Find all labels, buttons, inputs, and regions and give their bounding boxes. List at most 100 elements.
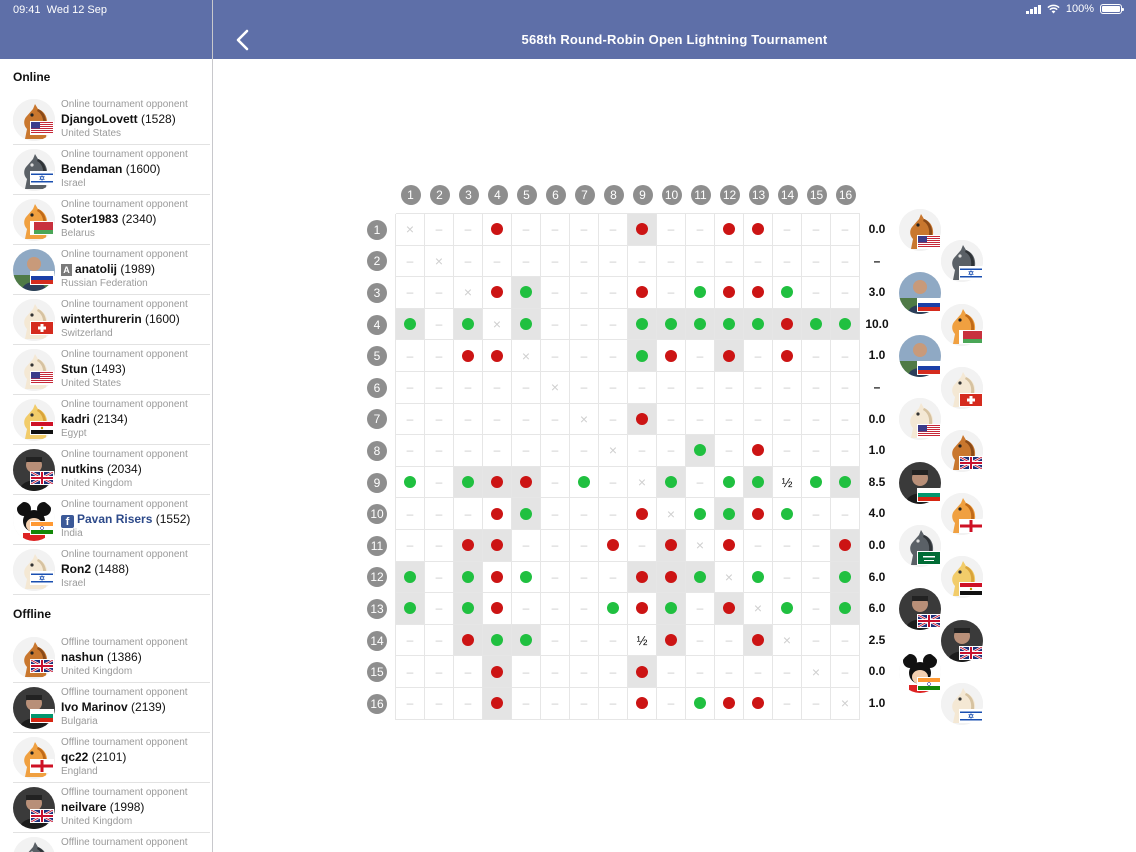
- not-played-cell[interactable]: –: [657, 656, 686, 688]
- not-played-cell[interactable]: –: [512, 435, 541, 467]
- not-played-cell[interactable]: –: [512, 530, 541, 562]
- not-played-cell[interactable]: –: [396, 688, 425, 720]
- result-win-cell[interactable]: [454, 308, 483, 341]
- not-played-cell[interactable]: –: [744, 656, 773, 688]
- not-played-cell[interactable]: –: [599, 688, 628, 720]
- result-win-cell[interactable]: [744, 561, 773, 594]
- not-played-cell[interactable]: –: [802, 530, 831, 562]
- result-loss-cell[interactable]: [483, 530, 512, 562]
- not-played-cell[interactable]: –: [483, 372, 512, 404]
- result-win-cell[interactable]: [396, 466, 425, 499]
- result-win-cell[interactable]: [831, 593, 860, 625]
- not-played-cell[interactable]: –: [396, 624, 425, 657]
- not-played-cell[interactable]: –: [599, 214, 628, 246]
- result-loss-cell[interactable]: [512, 466, 541, 499]
- online-player-row[interactable]: Online tournament opponent f Pavan Risers …: [0, 495, 212, 545]
- not-played-cell[interactable]: –: [454, 688, 483, 720]
- not-played-cell[interactable]: –: [657, 214, 686, 246]
- not-played-cell[interactable]: –: [802, 561, 831, 594]
- not-played-cell[interactable]: –: [425, 435, 454, 467]
- result-loss-cell[interactable]: [628, 403, 657, 436]
- not-played-cell[interactable]: –: [570, 308, 599, 341]
- result-loss-cell[interactable]: [483, 561, 512, 594]
- not-played-cell[interactable]: –: [541, 593, 570, 625]
- result-loss-cell[interactable]: [628, 688, 657, 720]
- offline-player-row[interactable]: Offline tournament opponent neilvare (199…: [0, 783, 212, 833]
- result-win-cell[interactable]: [512, 561, 541, 594]
- result-win-cell[interactable]: [396, 308, 425, 341]
- not-played-cell[interactable]: –: [541, 245, 570, 278]
- not-played-cell[interactable]: –: [570, 561, 599, 594]
- result-win-cell[interactable]: [454, 593, 483, 625]
- not-played-cell[interactable]: –: [570, 340, 599, 372]
- not-played-cell[interactable]: –: [512, 688, 541, 720]
- result-loss-cell[interactable]: [628, 498, 657, 530]
- not-played-cell[interactable]: –: [454, 245, 483, 278]
- not-played-cell[interactable]: –: [599, 656, 628, 688]
- result-loss-cell[interactable]: [628, 593, 657, 625]
- not-played-cell[interactable]: –: [599, 340, 628, 372]
- result-win-cell[interactable]: [802, 308, 831, 341]
- result-loss-cell[interactable]: [773, 308, 802, 341]
- not-played-cell[interactable]: –: [773, 403, 802, 436]
- not-played-cell[interactable]: –: [715, 624, 744, 657]
- not-played-cell[interactable]: –: [773, 372, 802, 404]
- result-loss-cell[interactable]: [454, 340, 483, 372]
- result-win-cell[interactable]: [628, 308, 657, 341]
- result-win-cell[interactable]: [744, 466, 773, 499]
- not-played-cell[interactable]: –: [802, 435, 831, 467]
- not-played-cell[interactable]: –: [541, 466, 570, 499]
- online-player-row[interactable]: Online tournament opponent winterthurerin…: [0, 295, 212, 345]
- not-played-cell[interactable]: –: [541, 561, 570, 594]
- result-win-cell[interactable]: [686, 498, 715, 530]
- not-played-cell[interactable]: –: [425, 624, 454, 657]
- not-played-cell[interactable]: –: [686, 372, 715, 404]
- not-played-cell[interactable]: –: [599, 403, 628, 436]
- not-played-cell[interactable]: –: [657, 372, 686, 404]
- result-draw-cell[interactable]: ½: [773, 466, 802, 499]
- not-played-cell[interactable]: –: [425, 372, 454, 404]
- not-played-cell[interactable]: –: [802, 340, 831, 372]
- not-played-cell[interactable]: –: [773, 214, 802, 246]
- not-played-cell[interactable]: –: [454, 372, 483, 404]
- result-loss-cell[interactable]: [715, 688, 744, 720]
- result-win-cell[interactable]: [512, 308, 541, 341]
- not-played-cell[interactable]: –: [425, 561, 454, 594]
- not-played-cell[interactable]: –: [599, 308, 628, 341]
- not-played-cell[interactable]: –: [425, 340, 454, 372]
- not-played-cell[interactable]: –: [657, 435, 686, 467]
- not-played-cell[interactable]: –: [657, 245, 686, 278]
- result-win-cell[interactable]: [831, 561, 860, 594]
- not-played-cell[interactable]: –: [425, 403, 454, 436]
- not-played-cell[interactable]: –: [396, 277, 425, 309]
- result-loss-cell[interactable]: [628, 277, 657, 309]
- not-played-cell[interactable]: –: [686, 214, 715, 246]
- result-win-cell[interactable]: [512, 624, 541, 657]
- result-loss-cell[interactable]: [483, 214, 512, 246]
- result-loss-cell[interactable]: [744, 277, 773, 309]
- result-win-cell[interactable]: [686, 308, 715, 341]
- not-played-cell[interactable]: –: [541, 340, 570, 372]
- result-loss-cell[interactable]: [657, 340, 686, 372]
- not-played-cell[interactable]: –: [541, 214, 570, 246]
- not-played-cell[interactable]: –: [512, 245, 541, 278]
- not-played-cell[interactable]: –: [802, 624, 831, 657]
- online-player-row[interactable]: Online tournament opponent nutkins (2034)…: [0, 445, 212, 495]
- not-played-cell[interactable]: –: [512, 656, 541, 688]
- not-played-cell[interactable]: –: [512, 403, 541, 436]
- row-player-avatar[interactable]: [941, 682, 983, 725]
- not-played-cell[interactable]: –: [454, 403, 483, 436]
- result-win-cell[interactable]: [657, 308, 686, 341]
- not-played-cell[interactable]: –: [454, 656, 483, 688]
- not-played-cell[interactable]: –: [686, 245, 715, 278]
- result-win-cell[interactable]: [628, 340, 657, 372]
- not-played-cell[interactable]: –: [831, 245, 860, 278]
- result-loss-cell[interactable]: [744, 214, 773, 246]
- not-played-cell[interactable]: –: [744, 245, 773, 278]
- result-loss-cell[interactable]: [454, 624, 483, 657]
- result-loss-cell[interactable]: [715, 277, 744, 309]
- not-played-cell[interactable]: –: [396, 372, 425, 404]
- not-played-cell[interactable]: –: [802, 593, 831, 625]
- result-loss-cell[interactable]: [715, 340, 744, 372]
